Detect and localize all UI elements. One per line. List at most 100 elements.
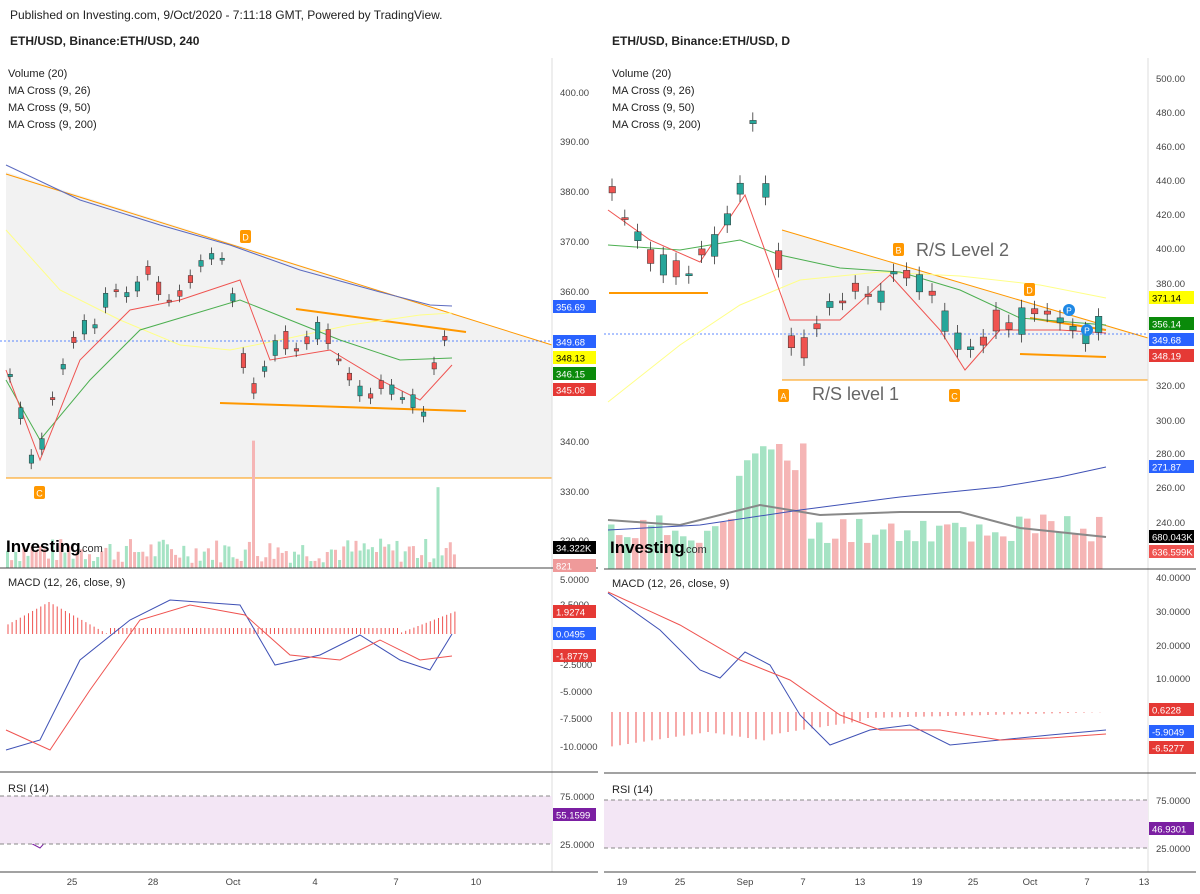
left-ma-yellow (5, 229, 453, 351)
left-signal-line (5, 604, 453, 751)
left-volume-bar (260, 561, 264, 568)
right-macd-line (607, 592, 1107, 746)
right-candle (1069, 326, 1077, 331)
right-candle (775, 250, 783, 270)
left-macd-line (5, 599, 453, 751)
left-volume-bar (161, 539, 165, 568)
right-volume-bar (800, 443, 807, 569)
left-volume-bar (10, 560, 14, 568)
left-candle (304, 336, 310, 345)
right-volume-bar (1008, 540, 1015, 569)
right-price-tick: 460.00 (1156, 142, 1185, 153)
right-marker-bg (778, 389, 789, 402)
left-price-tick: 360.00 (560, 287, 589, 298)
left-volume-bar (276, 547, 280, 568)
left-price-tick: 370.00 (560, 237, 589, 248)
left-logo-suffix: .com (79, 543, 103, 555)
left-volume-bar (256, 556, 260, 568)
left-candle (389, 384, 395, 395)
right-price-tag-bg (1149, 333, 1194, 346)
right-volume-bar (1080, 528, 1087, 569)
right-macd-tag-bg (1149, 741, 1194, 754)
right-x-tick: 7 (800, 877, 805, 888)
left-volume-bar (440, 555, 444, 568)
left-price-tag-bg (553, 367, 596, 380)
left-volume-bar (329, 549, 333, 568)
right-volume-bar (752, 453, 759, 569)
left-wedge-fill (6, 172, 552, 478)
left-volume-bar (170, 549, 173, 568)
left-volume-bar (219, 562, 223, 568)
right-rsi-label: RSI (14) (612, 784, 653, 796)
left-volume-bar (407, 546, 411, 568)
right-rsi-tag: 46.9301 (1152, 825, 1186, 836)
right-price-tick: 240.00 (1156, 518, 1185, 529)
left-volume-bar (436, 487, 440, 568)
right-volume-bar (608, 524, 615, 569)
left-candle (113, 289, 119, 292)
left-price-tick: 330.00 (560, 487, 589, 498)
right-volume-bar (648, 525, 655, 569)
left-upper-trendline (5, 173, 553, 346)
left-candle (39, 438, 45, 450)
right-x-tick: 25 (675, 877, 686, 888)
left-volume-bar (293, 551, 296, 568)
left-volume-bar (124, 545, 128, 568)
right-volume-bar (1032, 533, 1039, 569)
right-volume-bar (1040, 514, 1047, 569)
left-candle (156, 281, 162, 295)
right-candle (762, 183, 770, 198)
right-macd-tick: 30.0000 (1156, 607, 1190, 618)
left-volume-bar (206, 548, 210, 568)
left-volume-bar (268, 543, 272, 568)
right-volume-bar (1072, 533, 1079, 569)
right-indicator-label: MA Cross (9, 200) (612, 119, 701, 131)
right-volume-bar (952, 522, 959, 569)
left-volume-bar (411, 546, 415, 568)
right-volume-bar (640, 519, 647, 569)
right-x-tick: 19 (617, 877, 628, 888)
right-indicator-label: MA Cross (9, 50) (612, 102, 695, 114)
left-volume-bar (313, 560, 317, 568)
right-ma-red (607, 193, 1107, 371)
right-volume-bar (808, 538, 815, 569)
right-volume-bar (968, 541, 975, 569)
left-volume-bar (428, 562, 432, 568)
left-rsi-label: RSI (14) (8, 783, 49, 795)
right-x-tick: Oct (1023, 877, 1038, 888)
left-volume-bar (59, 539, 63, 568)
left-candle (336, 358, 342, 362)
left-volume-bar (51, 539, 55, 568)
right-volume-bar (976, 524, 983, 569)
right-ma200 (607, 466, 1107, 531)
right-candle (877, 290, 885, 303)
left-macd-tag-bg (553, 605, 596, 618)
left-volume-bar (325, 552, 329, 568)
left-volume-bar (133, 552, 137, 568)
right-signal-line (607, 591, 1107, 741)
right-flag-lower (1019, 353, 1107, 358)
left-marker-c-bg (34, 486, 45, 499)
left-price-tag-bg (553, 541, 596, 554)
left-volume-bar (231, 557, 235, 568)
left-candle (230, 293, 236, 302)
right-volume-bar (1024, 518, 1031, 569)
right-volume-bar (824, 542, 831, 569)
right-macd-label: MACD (12, 26, close, 9) (612, 578, 729, 590)
left-candle (187, 275, 193, 283)
left-volume-bar (186, 556, 190, 568)
left-volume-bar (235, 558, 239, 568)
left-volume-bar (26, 555, 30, 568)
right-candle (967, 346, 975, 350)
left-candle (399, 397, 405, 400)
right-candle (839, 300, 847, 304)
right-volume-bar (944, 524, 951, 569)
left-volume-bar (350, 551, 354, 568)
right-candle (1005, 322, 1013, 330)
right-marker: B (895, 246, 901, 256)
left-volume-bar (321, 562, 325, 568)
right-candle (890, 271, 898, 275)
left-volume-bar (104, 547, 108, 568)
left-volume-bar (14, 551, 18, 568)
right-volume-bar (1048, 521, 1055, 569)
